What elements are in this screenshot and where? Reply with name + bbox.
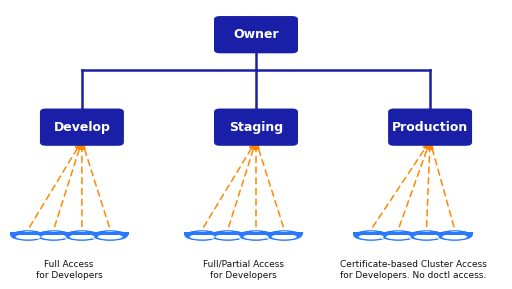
Ellipse shape [46,231,61,236]
Ellipse shape [70,234,94,240]
Ellipse shape [63,230,100,241]
FancyBboxPatch shape [92,232,129,235]
FancyBboxPatch shape [238,232,274,235]
Ellipse shape [442,234,467,240]
Ellipse shape [276,231,292,236]
FancyBboxPatch shape [353,232,390,235]
FancyBboxPatch shape [214,108,298,146]
Ellipse shape [238,230,274,241]
FancyBboxPatch shape [209,232,246,235]
FancyBboxPatch shape [436,232,473,235]
Ellipse shape [248,231,264,236]
Ellipse shape [190,234,215,240]
FancyBboxPatch shape [214,16,298,53]
FancyBboxPatch shape [40,108,124,146]
FancyBboxPatch shape [10,232,47,235]
Ellipse shape [220,231,236,236]
Ellipse shape [391,231,406,236]
Ellipse shape [98,234,122,240]
FancyBboxPatch shape [35,232,72,235]
Ellipse shape [74,231,90,236]
FancyBboxPatch shape [184,232,221,235]
Ellipse shape [209,230,246,241]
Ellipse shape [380,230,417,241]
Ellipse shape [20,231,36,236]
Ellipse shape [244,234,268,240]
Ellipse shape [184,230,221,241]
Ellipse shape [195,231,210,236]
Text: Full Access
for Developers: Full Access for Developers [36,260,102,280]
Ellipse shape [414,234,439,240]
Ellipse shape [10,230,47,241]
Ellipse shape [419,231,434,236]
FancyBboxPatch shape [63,232,100,235]
Ellipse shape [408,230,445,241]
Ellipse shape [102,231,118,236]
Ellipse shape [35,230,72,241]
Ellipse shape [353,230,390,241]
Ellipse shape [266,230,303,241]
Ellipse shape [16,234,40,240]
Ellipse shape [216,234,240,240]
FancyBboxPatch shape [408,232,445,235]
Text: Develop: Develop [53,121,111,134]
Ellipse shape [359,234,383,240]
Text: Staging: Staging [229,121,283,134]
Ellipse shape [272,234,296,240]
FancyBboxPatch shape [388,108,472,146]
Ellipse shape [386,234,411,240]
Text: Production: Production [392,121,468,134]
Ellipse shape [447,231,462,236]
Ellipse shape [364,231,379,236]
FancyBboxPatch shape [380,232,417,235]
Text: Owner: Owner [233,28,279,41]
FancyBboxPatch shape [266,232,303,235]
Ellipse shape [92,230,129,241]
Text: Certificate-based Cluster Access
for Developers. No doctl access.: Certificate-based Cluster Access for Dev… [340,260,486,280]
Text: Full/Partial Access
for Developers: Full/Partial Access for Developers [203,260,284,280]
Ellipse shape [436,230,473,241]
Ellipse shape [41,234,66,240]
